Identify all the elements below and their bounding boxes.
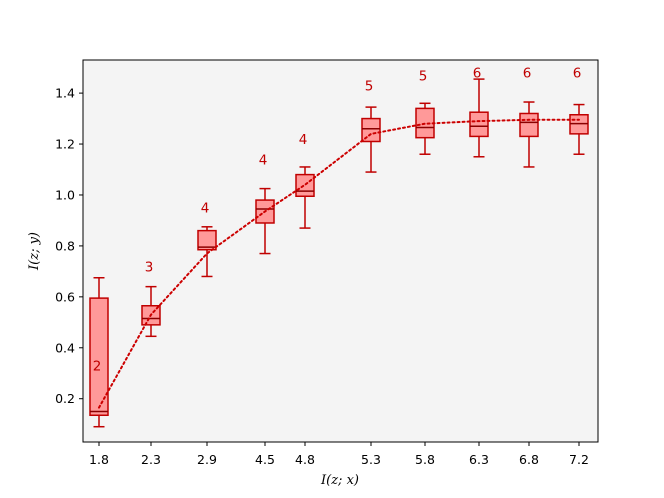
plot-area-frame: [82, 59, 599, 443]
x-tick-label: 7.2: [569, 452, 589, 467]
box: [197, 229, 217, 251]
box: [89, 297, 109, 417]
y-tick-label: 0.2: [55, 391, 75, 406]
box-plot-4.8: [295, 166, 315, 229]
y-axis: 0.2 0.4 0.6 0.8 1.0 1.2 1.4: [55, 86, 83, 406]
annotation-label: 6: [573, 66, 582, 82]
x-tick-label: 5.3: [361, 452, 381, 467]
y-tick-label: 1.0: [55, 187, 75, 202]
annotation-label: 6: [473, 66, 482, 82]
x-tick-label: 2.3: [141, 452, 161, 467]
box-plot-2.9: [197, 226, 217, 278]
x-tick-label: 4.8: [295, 452, 315, 467]
box-plot-6.3: [469, 78, 489, 158]
box: [361, 117, 381, 143]
x-tick-label: 6.3: [469, 452, 489, 467]
y-tick-label: 1.4: [55, 86, 75, 101]
boxes-layer: [89, 78, 589, 428]
annotation-label: 3: [145, 259, 154, 275]
x-tick-label: 1.8: [89, 452, 109, 467]
annotation-label: 4: [259, 152, 268, 168]
y-tick-label: 1.2: [55, 137, 75, 152]
trend-line-layer: [98, 118, 580, 409]
x-tick-label: 2.9: [197, 452, 217, 467]
box-plot-1.8: [89, 276, 109, 428]
annotation-label: 5: [365, 78, 374, 94]
y-tick-label: 0.8: [55, 238, 75, 253]
plot-area-background: [83, 60, 598, 442]
trend-line: [98, 118, 580, 409]
y-axis-label: I(z; y): [27, 232, 42, 271]
box-plot-2.3: [141, 285, 161, 338]
x-axis-label: I(z; x): [320, 473, 359, 488]
annotation-label: 4: [299, 132, 308, 148]
box-plot-5.3: [361, 106, 381, 173]
box: [469, 111, 489, 138]
annotation-label: 5: [419, 68, 428, 84]
annotation-label: 6: [523, 66, 532, 82]
x-tick-label: 5.8: [415, 452, 435, 467]
annotation-label: 4: [201, 201, 210, 217]
annotation-label: 2: [93, 359, 102, 375]
box: [295, 173, 315, 197]
y-tick-label: 0.6: [55, 289, 75, 304]
x-tick-label: 6.8: [519, 452, 539, 467]
x-axis: 1.8 2.3 2.9 4.5 4.8 5.3 5.8 6.3 6.8 7.2: [89, 442, 589, 467]
x-tick-label: 4.5: [255, 452, 275, 467]
annotation-layer: 2 3 4 4 4 5 5 6 6 6: [93, 66, 582, 375]
box: [519, 112, 539, 138]
y-tick-label: 0.4: [55, 340, 75, 355]
